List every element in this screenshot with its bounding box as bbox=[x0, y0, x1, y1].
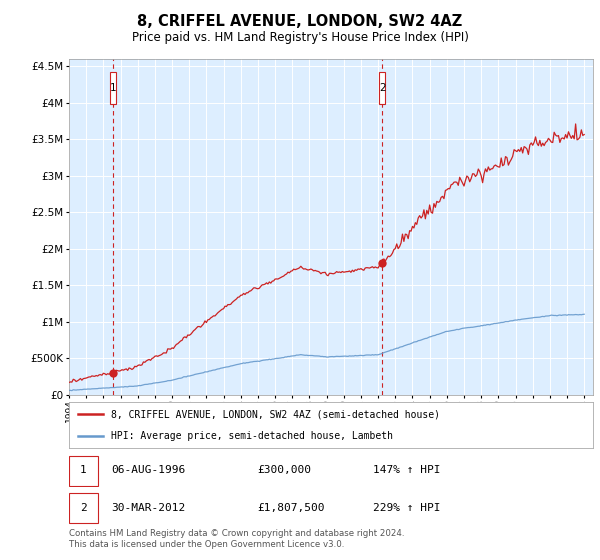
Bar bbox=[110, 72, 116, 104]
Text: 2: 2 bbox=[379, 83, 386, 93]
Text: £300,000: £300,000 bbox=[257, 465, 311, 475]
Text: 06-AUG-1996: 06-AUG-1996 bbox=[111, 465, 185, 475]
Text: 1: 1 bbox=[80, 465, 87, 475]
Bar bbox=[69, 493, 98, 523]
Text: Price paid vs. HM Land Registry's House Price Index (HPI): Price paid vs. HM Land Registry's House … bbox=[131, 31, 469, 44]
Text: 8, CRIFFEL AVENUE, LONDON, SW2 4AZ: 8, CRIFFEL AVENUE, LONDON, SW2 4AZ bbox=[137, 14, 463, 29]
Text: £1,807,500: £1,807,500 bbox=[257, 503, 325, 513]
Text: 147% ↑ HPI: 147% ↑ HPI bbox=[373, 465, 440, 475]
Text: 8, CRIFFEL AVENUE, LONDON, SW2 4AZ (semi-detached house): 8, CRIFFEL AVENUE, LONDON, SW2 4AZ (semi… bbox=[111, 409, 440, 419]
Text: 2: 2 bbox=[80, 503, 87, 513]
Text: 229% ↑ HPI: 229% ↑ HPI bbox=[373, 503, 440, 513]
Bar bbox=[69, 456, 98, 486]
Bar bbox=[379, 72, 385, 104]
Text: 30-MAR-2012: 30-MAR-2012 bbox=[111, 503, 185, 513]
Text: 1: 1 bbox=[110, 83, 116, 93]
Text: Contains HM Land Registry data © Crown copyright and database right 2024.
This d: Contains HM Land Registry data © Crown c… bbox=[69, 529, 404, 549]
Text: HPI: Average price, semi-detached house, Lambeth: HPI: Average price, semi-detached house,… bbox=[111, 431, 393, 441]
